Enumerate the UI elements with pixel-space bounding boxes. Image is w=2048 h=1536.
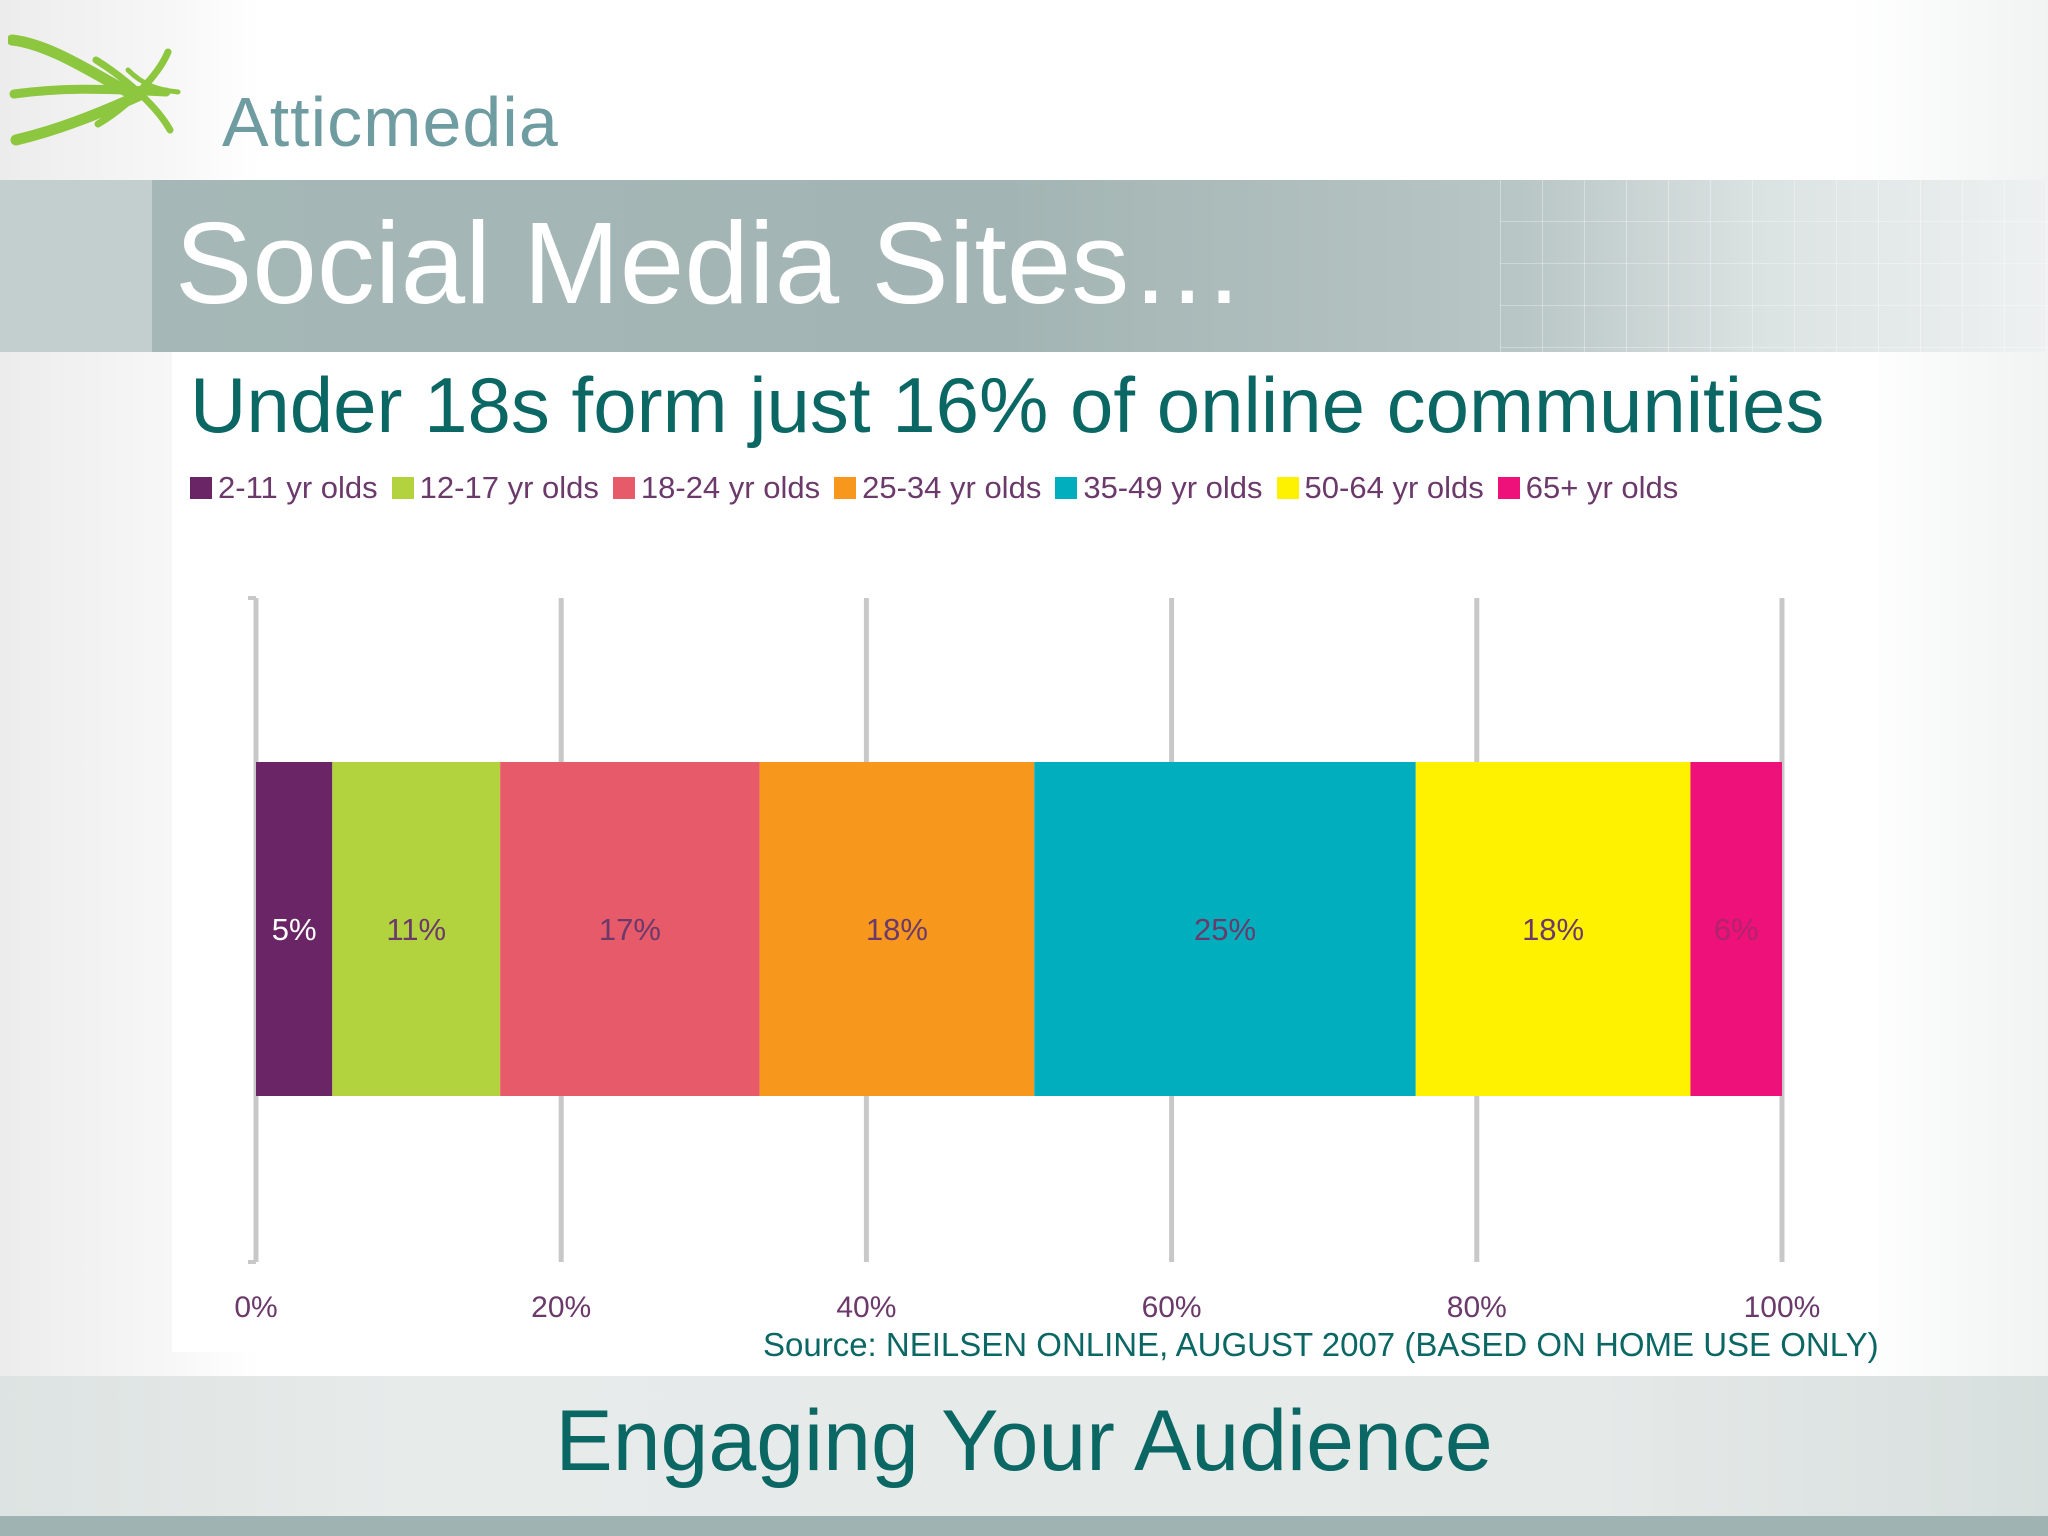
bar-segment [332,762,501,1096]
source-note: Source: NEILSEN ONLINE, AUGUST 2007 (BAS… [763,1326,1879,1363]
legend-swatch [612,477,635,499]
legend-item: 18-24 yr olds [612,470,821,506]
bar-segment [1034,762,1416,1096]
legend-item: 50-64 yr olds [1276,470,1484,506]
bar-segment [1415,762,1691,1096]
slide-subtitle: Under 18s form just 16% of online commun… [190,361,1825,449]
legend-swatch [190,477,212,499]
x-tick-label: 0% [234,1291,277,1324]
legend-label: 35-49 yr olds [1083,470,1263,505]
x-tick-label: 100% [1744,1291,1821,1324]
data-label: 25% [1194,912,1256,947]
data-label: 6% [1714,912,1759,947]
x-tick-label: 20% [531,1291,591,1324]
x-tick-label: 60% [1142,1291,1202,1324]
bar-segment [759,762,1035,1096]
chart-legend: 2-11 yr olds 12-17 yr olds 18-24 yr olds 25… [190,468,1692,508]
legend-label: 18-24 yr olds [640,470,821,505]
title-band-edge [0,180,152,352]
legend-item: 12-17 yr olds [391,470,599,506]
data-label: 17% [599,912,661,947]
data-label: 11% [386,912,446,947]
x-tick-label: 40% [836,1291,896,1324]
title-band [0,180,2048,352]
brand-name: Atticmedia [222,83,559,161]
legend-swatch [391,477,414,499]
legend-label: 50-64 yr olds [1304,470,1484,505]
x-tick-label: 80% [1447,1291,1507,1324]
data-label: 18% [1522,912,1584,947]
legend-item: 65+ yr olds [1497,470,1679,506]
footer-title: Engaging Your Audience [555,1393,1493,1489]
footer-band [0,1376,2048,1516]
bar-segment [256,762,333,1096]
legend-swatch [834,477,857,499]
atticmedia-logo: Atticmedia [8,30,638,161]
legend-label: 2-11 yr olds [218,470,378,505]
legend-swatch [1497,477,1520,499]
legend-swatch [1276,477,1299,499]
legend-label: 25-34 yr olds [862,470,1042,505]
legend-swatch [1055,477,1078,499]
legend-item: 35-49 yr olds [1055,470,1263,506]
legend-item: 2-11 yr olds [190,470,378,506]
bottom-strip [0,1516,2048,1536]
bar-segment [1690,762,1782,1096]
title-band-grid [1500,180,2048,352]
legend-label: 12-17 yr olds [419,470,599,505]
legend-item: 25-34 yr olds [834,470,1041,506]
data-label: 18% [866,912,928,947]
logo-mark-icon [8,34,181,146]
legend-label: 65+ yr olds [1525,470,1679,505]
data-label: 5% [272,912,317,947]
slide-title: Social Media Sites… [175,198,1246,328]
bar-segment [500,762,760,1096]
